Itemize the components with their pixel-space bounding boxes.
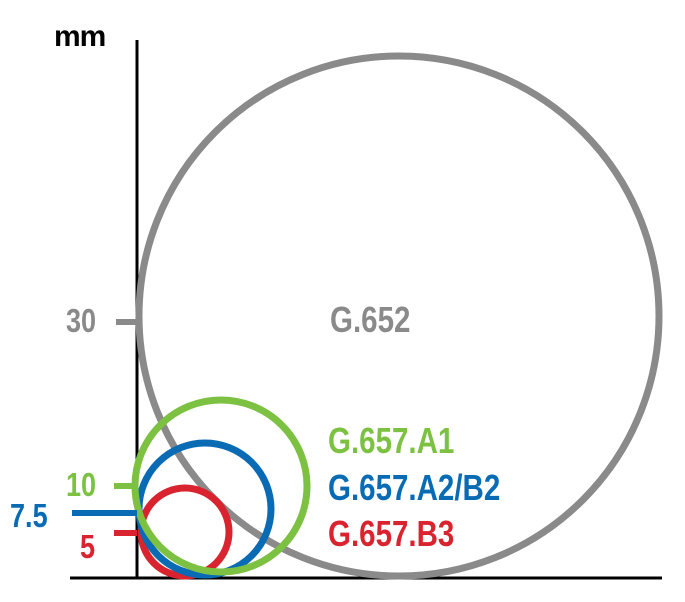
- tick-label-5: 5: [80, 528, 96, 565]
- legend-g657-a2b2: G.657.A2/B2: [328, 467, 501, 508]
- tick-label-30: 30: [66, 302, 97, 339]
- axis-unit-label: mm: [54, 20, 106, 53]
- circle-g657-a2b2: [135, 439, 275, 579]
- legend-g657-b3: G.657.B3: [328, 513, 455, 554]
- circle-g657-a1: [131, 396, 311, 576]
- tick-label-10: 10: [66, 466, 97, 503]
- circle-g652: [135, 52, 663, 580]
- tick-label-7-5: 7.5: [10, 497, 48, 534]
- center-label-g652: G.652: [330, 299, 411, 340]
- legend-g657-a1: G.657.A1: [328, 420, 455, 461]
